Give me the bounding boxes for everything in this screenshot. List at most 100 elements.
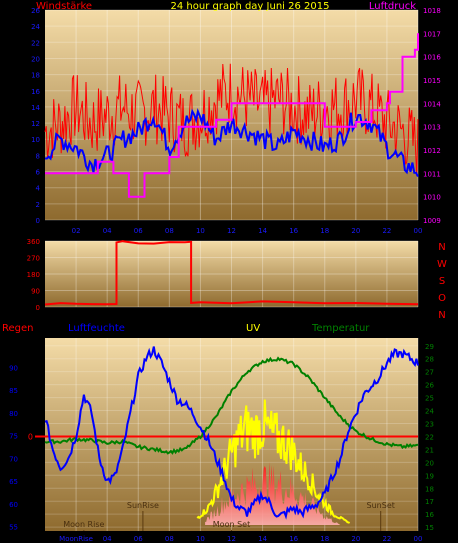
- wind-y-tick: 22: [31, 39, 40, 47]
- compass-label: W: [437, 259, 447, 270]
- uv-label: UV: [246, 323, 260, 334]
- wind-y-tick: 6: [36, 169, 41, 177]
- wind-x-tick: 04: [103, 227, 112, 235]
- climate-x-tick: 16: [289, 535, 298, 543]
- climate-x-tick: 14: [258, 535, 267, 543]
- compass-label: O: [438, 293, 446, 304]
- wind-x-tick: 16: [289, 227, 298, 235]
- wind-x-tick: 00: [414, 227, 423, 235]
- humidity-y-tick: 90: [9, 365, 18, 373]
- climate-x-tick: 12: [227, 535, 236, 543]
- direction-y-tick: 360: [27, 238, 40, 246]
- climate-x-axis-ticks: MoonRise 04 06 08 10 12 14 16 18 20 22 00: [59, 535, 422, 543]
- humidity-y-tick: 60: [9, 501, 18, 509]
- wind-y-tick: 16: [31, 88, 40, 96]
- annotation-label: SunRise: [127, 501, 159, 510]
- wind-x-tick: 18: [320, 227, 329, 235]
- pressure-y-tick: 1009: [423, 217, 441, 225]
- pressure-y-tick: 1011: [423, 170, 441, 178]
- compass-label: N: [438, 242, 445, 253]
- wind-x-tick: 22: [382, 227, 391, 235]
- wind-y-tick: 20: [31, 55, 40, 63]
- temperature-y-tick: 22: [425, 433, 434, 441]
- wind-y-tick: 26: [31, 7, 40, 15]
- wind-direction-line: [44, 240, 419, 306]
- pressure-y-tick: 1010: [423, 194, 441, 202]
- wind-y-tick: 14: [31, 104, 40, 112]
- wind-y-tick: 18: [31, 72, 40, 80]
- climate-x-tick: 18: [320, 535, 329, 543]
- humidity-y-tick: 75: [9, 433, 18, 441]
- pressure-y-tick: 1017: [423, 30, 441, 38]
- temperature-y-tick: 15: [425, 524, 434, 532]
- pressure-y-tick: 1016: [423, 54, 441, 62]
- wind-y-tick: 12: [31, 120, 40, 128]
- compass-label: S: [439, 276, 445, 287]
- humidity-y-axis-ticks: 55 60 65 70 75 80 85 90: [9, 365, 18, 532]
- wind-title: 24 hour graph day Juni 26 2015: [171, 1, 330, 12]
- temperature-y-tick: 20: [425, 459, 434, 467]
- temperature-y-tick: 17: [425, 498, 434, 506]
- climate-x-tick: 00: [414, 535, 423, 543]
- wind-left-label: Windstärke: [36, 1, 92, 12]
- direction-y-axis-ticks: 0 90 180 270 360: [27, 238, 40, 312]
- climate-x-tick: 20: [351, 535, 360, 543]
- direction-y-tick: 180: [27, 271, 40, 279]
- annotation-label: Moon Rise: [63, 520, 104, 529]
- wind-y-tick: 0: [36, 217, 40, 225]
- humidity-y-tick: 70: [9, 455, 18, 463]
- temperature-y-tick: 29: [425, 343, 434, 351]
- direction-y-tick: 270: [27, 255, 40, 263]
- climate-x-tick: MoonRise: [59, 535, 93, 543]
- temperature-label: Temperatur: [311, 323, 370, 334]
- direction-plot-area: [45, 241, 418, 307]
- pressure-line: [45, 33, 419, 198]
- temperature-line: [44, 356, 419, 455]
- wind-x-tick: 02: [72, 227, 81, 235]
- humidity-y-tick: 65: [9, 478, 18, 486]
- pressure-y-tick: 1015: [423, 77, 441, 85]
- temperature-y-tick: 23: [425, 420, 434, 428]
- wind-x-tick: 06: [134, 227, 143, 235]
- pressure-y-tick: 1014: [423, 100, 441, 108]
- climate-x-tick: 04: [103, 535, 112, 543]
- temperature-y-tick: 28: [425, 356, 434, 364]
- pressure-y-axis-ticks: 1009 1010 1011 1012 1013 1014 1015 1016 1017 1018: [423, 7, 441, 225]
- direction-grid: [45, 240, 419, 308]
- temperature-y-tick: 27: [425, 369, 434, 377]
- pressure-y-tick: 1018: [423, 7, 441, 15]
- climate-x-tick: 08: [165, 535, 174, 543]
- climate-x-tick: 22: [382, 535, 391, 543]
- annotation-label: SunSet: [367, 501, 395, 510]
- humidity-label: Luftfeuchte: [68, 323, 125, 334]
- climate-panel: Regen Luftfeuchte UV Temperatur 55 60 65 70…: [2, 323, 434, 543]
- wind-y-tick: 2: [36, 201, 40, 209]
- wind-x-tick: 10: [196, 227, 205, 235]
- wind-x-tick: 08: [165, 227, 174, 235]
- wind-x-tick: 14: [258, 227, 267, 235]
- direction-y-tick: 90: [31, 288, 40, 296]
- temperature-y-tick: 18: [425, 485, 434, 493]
- temperature-y-tick: 21: [425, 446, 434, 454]
- humidity-y-tick: 85: [9, 387, 18, 395]
- compass-label: N: [438, 310, 445, 321]
- climate-x-tick: 10: [196, 535, 205, 543]
- rain-label: Regen: [2, 323, 34, 334]
- wind-y-tick: 8: [36, 152, 40, 160]
- pressure-y-tick: 1013: [423, 124, 441, 132]
- wind-x-axis-ticks: 02 04 06 08 10 12 14 16 18 20 22 00: [72, 227, 423, 235]
- temperature-y-tick: 19: [425, 472, 434, 480]
- direction-y-tick: 0: [36, 304, 40, 312]
- temperature-y-axis-ticks: 15 16 17 18 19 20 21 22 23 24 25 26 27 28 29: [425, 343, 434, 532]
- temperature-y-tick: 25: [425, 395, 434, 403]
- wind-x-tick: 20: [351, 227, 360, 235]
- wind-gust-line: [44, 63, 419, 177]
- wind-right-label: Luftdruck: [369, 1, 416, 12]
- wind-y-tick: 10: [31, 136, 40, 144]
- temperature-y-tick: 26: [425, 382, 434, 390]
- humidity-line: [44, 346, 419, 520]
- pressure-y-tick: 1012: [423, 147, 441, 155]
